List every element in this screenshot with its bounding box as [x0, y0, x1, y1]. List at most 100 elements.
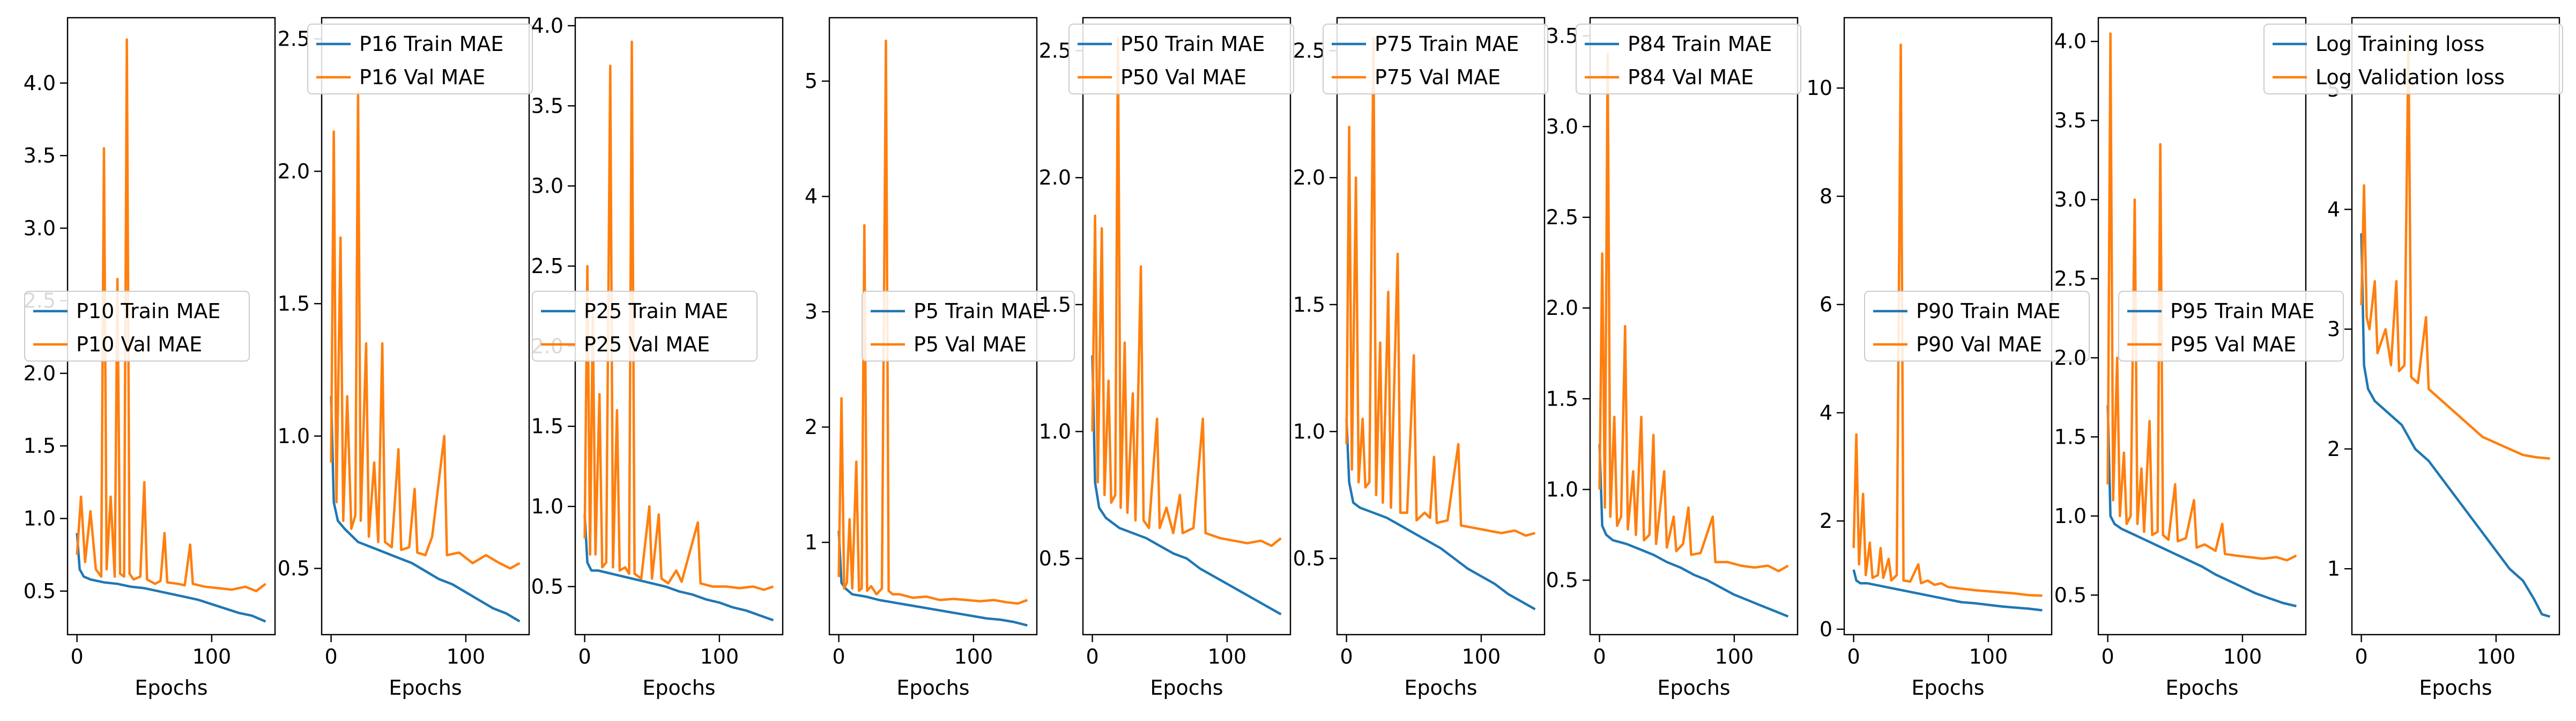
x-tick-label: 0 — [2101, 645, 2114, 668]
x-axis-label: Epochs — [1150, 676, 1223, 700]
y-tick-label: 4 — [2327, 197, 2340, 221]
legend-label: P16 Train MAE — [359, 32, 503, 56]
legend-label: P90 Val MAE — [1916, 333, 2042, 356]
x-tick-label: 0 — [832, 645, 845, 668]
y-tick-label: 2 — [805, 415, 818, 439]
series-line-train — [330, 396, 521, 623]
series-line-train — [76, 533, 266, 623]
y-tick-label: 6 — [1820, 293, 1832, 317]
y-tick-label: 1.0 — [278, 424, 310, 448]
legend: P95 Train MAE P95 Val MAE — [2118, 291, 2344, 362]
axes-frame — [1336, 17, 1546, 636]
y-tick-label: 4.0 — [2054, 30, 2087, 53]
y-tick-label: 2.0 — [24, 362, 56, 385]
legend-box — [307, 24, 533, 94]
subplot-4: 0 100 1 2 3 4 5 Epochs P5 Train MAE P5 Val MAE — [805, 17, 1075, 700]
series-line-train — [2360, 233, 2551, 618]
y-tick-label: 1.5 — [531, 415, 563, 438]
plot-area — [1345, 36, 1536, 610]
series-line-validation — [1345, 36, 1535, 537]
y-tick-label: 2.0 — [2054, 346, 2087, 370]
y-tick-label: 1.5 — [1546, 387, 1578, 410]
legend-label: P75 Train MAE — [1375, 32, 1519, 56]
y-tick-label: 2.5 — [531, 254, 563, 278]
x-axis-label: Epochs — [896, 676, 969, 700]
x-axis-label: Epochs — [2165, 676, 2238, 700]
legend-label: P16 Val MAE — [359, 65, 485, 89]
series-line-validation — [1091, 36, 1282, 547]
series-line-validation — [2106, 32, 2297, 562]
legend: P90 Train MAE P90 Val MAE — [1864, 291, 2090, 362]
x-tick-label: 0 — [324, 645, 337, 668]
y-tick-label: 0.5 — [1293, 547, 1325, 570]
series-line-train — [2106, 405, 2297, 608]
y-tick-label: 3 — [2327, 318, 2340, 341]
y-tick-label: 1.0 — [1546, 477, 1578, 501]
series-line-validation — [1598, 53, 1789, 572]
series-line-validation — [583, 40, 774, 591]
plot-area — [1598, 53, 1789, 618]
x-tick-label: 0 — [1086, 645, 1098, 668]
x-axis-label: Epochs — [389, 676, 462, 700]
y-tick-label: 2.5 — [1293, 39, 1325, 63]
x-tick-label: 100 — [1969, 645, 2008, 668]
legend: P25 Train MAE P25 Val MAE — [532, 291, 758, 362]
x-tick-label: 0 — [2355, 645, 2367, 668]
plot-area — [76, 38, 266, 623]
y-tick-label: 1.5 — [1039, 293, 1071, 317]
y-tick-label: 3 — [805, 300, 818, 323]
x-axis-label: Epochs — [1657, 676, 1730, 700]
legend: P5 Train MAE P5 Val MAE — [862, 291, 1075, 362]
legend-label: Log Training loss — [2315, 32, 2484, 56]
x-tick-label: 0 — [1593, 645, 1606, 668]
legend-box — [532, 291, 758, 362]
series-line-validation — [330, 90, 521, 570]
y-tick-label: 1.0 — [531, 495, 563, 518]
x-tick-label: 100 — [1462, 645, 1501, 668]
legend-label: P5 Train MAE — [914, 299, 1045, 323]
legend-label: P25 Train MAE — [584, 299, 728, 323]
legend-box — [1068, 24, 1294, 94]
y-tick-label: 4.0 — [531, 14, 563, 38]
series-line-validation — [1852, 43, 2043, 597]
x-axis-label: Epochs — [1404, 676, 1477, 700]
y-tick-label: 2.5 — [1039, 39, 1071, 63]
y-tick-label: 0.5 — [1039, 547, 1071, 570]
y-tick-label: 3.5 — [1546, 24, 1578, 48]
y-tick-label: 2.0 — [1546, 296, 1578, 320]
x-tick-label: 100 — [2477, 645, 2516, 668]
legend-box — [2263, 24, 2563, 94]
x-tick-label: 100 — [954, 645, 993, 668]
series-line-train — [1852, 569, 2043, 612]
legend-label: P95 Train MAE — [2170, 299, 2314, 323]
series-line-validation — [2360, 40, 2550, 460]
y-tick-label: 3.0 — [1546, 115, 1578, 138]
y-tick-label: 3.0 — [24, 216, 56, 240]
legend-box — [1864, 291, 2090, 362]
legend-box — [24, 291, 250, 362]
y-tick-label: 2.0 — [1293, 166, 1325, 189]
y-tick-label: 0.5 — [24, 579, 56, 603]
legend-label: P50 Val MAE — [1120, 65, 1246, 89]
y-tick-label: 8 — [1820, 185, 1832, 208]
y-tick-label: 3.5 — [24, 144, 56, 167]
legend: P10 Train MAE P10 Val MAE — [24, 291, 250, 362]
series-line-train — [1598, 444, 1789, 618]
y-tick-label: 0.5 — [531, 575, 563, 598]
axes-frame — [1589, 17, 1799, 636]
y-tick-label: 1.0 — [1293, 420, 1325, 443]
y-tick-label: 1.5 — [1293, 293, 1325, 317]
plot-area — [330, 90, 521, 623]
x-tick-label: 100 — [1208, 645, 1247, 668]
legend-box — [862, 291, 1075, 362]
x-tick-label: 100 — [2223, 645, 2262, 668]
y-tick-label: 2 — [1820, 509, 1832, 533]
plot-area — [2106, 32, 2297, 608]
y-tick-label: 2.0 — [1039, 166, 1071, 189]
y-tick-label: 0.5 — [278, 557, 310, 580]
x-tick-label: 100 — [447, 645, 486, 668]
